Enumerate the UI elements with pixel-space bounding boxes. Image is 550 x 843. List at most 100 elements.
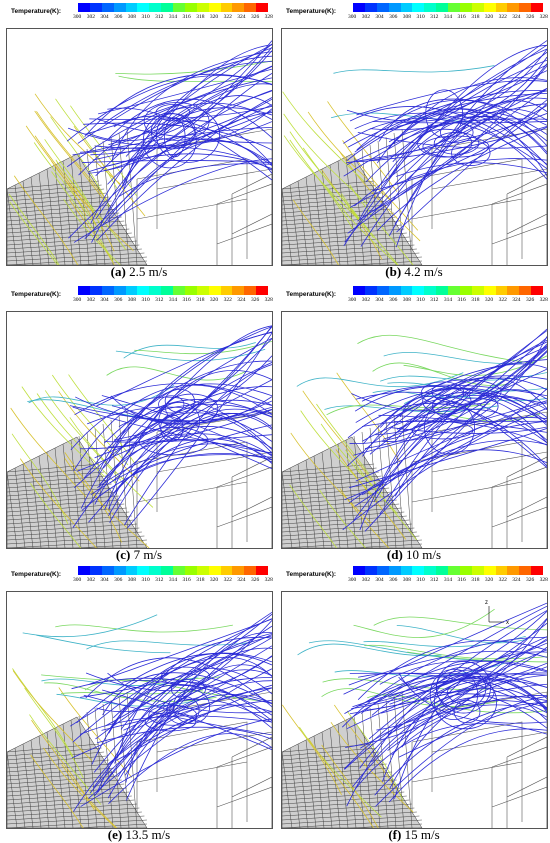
colorbar-swatch — [221, 286, 233, 295]
colorbar-swatch — [507, 3, 519, 12]
colorbar-tick-label: 318 — [196, 577, 204, 583]
colorbar-tick-label: 320 — [485, 577, 493, 583]
colorbar-swatch — [173, 286, 185, 295]
colorbar-tick-label: 306 — [389, 577, 397, 583]
colorbar-tick-label: 314 — [169, 577, 177, 583]
streamline-render — [7, 312, 272, 548]
colorbar-tick-label: 322 — [499, 297, 507, 303]
colorbar-swatch — [472, 566, 484, 575]
colorbar-swatch — [507, 566, 519, 575]
colorbar-tick-label: 316 — [183, 297, 191, 303]
panel-caption: (d) 10 m/s — [278, 547, 550, 563]
colorbar-tick-label: 300 — [348, 297, 356, 303]
colorbar-tick-label: 312 — [155, 577, 163, 583]
colorbar-tick-label: 320 — [210, 577, 218, 583]
colorbar-tick-label: 300 — [348, 14, 356, 20]
panel-caption-speed: 2.5 m/s — [129, 264, 167, 279]
panel-caption: (e) 13.5 m/s — [3, 827, 275, 843]
panel-caption-label: (b) — [385, 264, 401, 279]
colorbar-swatch — [256, 3, 268, 12]
colorbar-swatch — [436, 566, 448, 575]
colorbar-tick-label: 312 — [430, 297, 438, 303]
colorbar-tick-label: 308 — [403, 14, 411, 20]
streamline-cool — [355, 109, 547, 154]
panel-caption-label: (d) — [387, 547, 403, 562]
colorbar-tick-label: 322 — [224, 577, 232, 583]
colorbar-tick-label: 302 — [362, 297, 370, 303]
streamline-mid — [55, 625, 233, 632]
colorbar-swatch — [244, 3, 256, 12]
colorbar-swatch — [102, 286, 114, 295]
colorbar-tick-label: 326 — [251, 14, 259, 20]
colorbar-swatch — [377, 286, 389, 295]
colorbar-tick-label: 300 — [73, 577, 81, 583]
colorbar-tick-label: 316 — [183, 577, 191, 583]
colorbar-tick-label: 324 — [237, 14, 245, 20]
colorbar-swatch — [519, 286, 531, 295]
colorbar — [353, 3, 543, 12]
colorbar-tick-label: 300 — [73, 14, 81, 20]
colorbar — [78, 566, 268, 575]
colorbar-tick-label: 328 — [540, 14, 548, 20]
colorbar-swatch — [78, 286, 90, 295]
colorbar — [353, 566, 543, 575]
colorbar-swatch — [90, 3, 102, 12]
colorbar-swatch — [460, 286, 472, 295]
colorbar-swatch — [137, 566, 149, 575]
colorbar-swatch — [401, 286, 413, 295]
streamline-mid — [36, 635, 170, 653]
colorbar-swatch — [209, 566, 221, 575]
colorbar-tick-label: 320 — [210, 297, 218, 303]
colorbar-tick-label: 320 — [485, 14, 493, 20]
panel-caption-label: (a) — [111, 264, 126, 279]
building-wireframe — [412, 412, 547, 548]
colorbar-swatch — [126, 286, 138, 295]
colorbar-tick-label: 314 — [169, 14, 177, 20]
colorbar-swatch — [531, 566, 543, 575]
streamline-mid — [116, 349, 265, 360]
colorbar-tick-label: 314 — [444, 14, 452, 20]
colorbar-swatch — [389, 566, 401, 575]
colorbar-tick-label: 326 — [526, 577, 534, 583]
colorbar-tick-label: 318 — [471, 297, 479, 303]
colorbar-swatch — [149, 566, 161, 575]
panel-caption-speed: 4.2 m/s — [404, 264, 442, 279]
colorbar-tick-label: 322 — [499, 14, 507, 20]
colorbar-tick-label: 308 — [128, 577, 136, 583]
colorbar-swatch — [221, 566, 233, 575]
colorbar-tick-label: 312 — [430, 577, 438, 583]
colorbar-swatch — [114, 3, 126, 12]
colorbar-tick-label: 316 — [183, 14, 191, 20]
colorbar-swatch — [232, 286, 244, 295]
streamline-cool — [126, 633, 272, 801]
panel-caption: (b) 4.2 m/s — [278, 264, 550, 280]
colorbar-swatch — [365, 566, 377, 575]
streamline-render: zx — [282, 592, 547, 828]
colorbar-tick-label: 328 — [540, 577, 548, 583]
streamline-cool — [362, 440, 547, 495]
colorbar-tick-label: 326 — [526, 14, 534, 20]
panel-caption-speed: 13.5 m/s — [125, 827, 170, 842]
colorbar-tick-label: 302 — [87, 577, 95, 583]
colorbar-tick-label: 322 — [224, 297, 232, 303]
colorbar-tick-label: 304 — [375, 14, 383, 20]
colorbar-swatch — [232, 3, 244, 12]
colorbar-tick-label: 318 — [196, 297, 204, 303]
colorbar-tick-label: 322 — [224, 14, 232, 20]
colorbar-tick-label: 310 — [416, 297, 424, 303]
colorbar-tick-label: 306 — [114, 14, 122, 20]
colorbar — [78, 3, 268, 12]
colorbar-swatch — [519, 566, 531, 575]
colorbar-swatch — [256, 566, 268, 575]
colorbar-swatch — [197, 3, 209, 12]
colorbar-tick-label: 312 — [155, 297, 163, 303]
